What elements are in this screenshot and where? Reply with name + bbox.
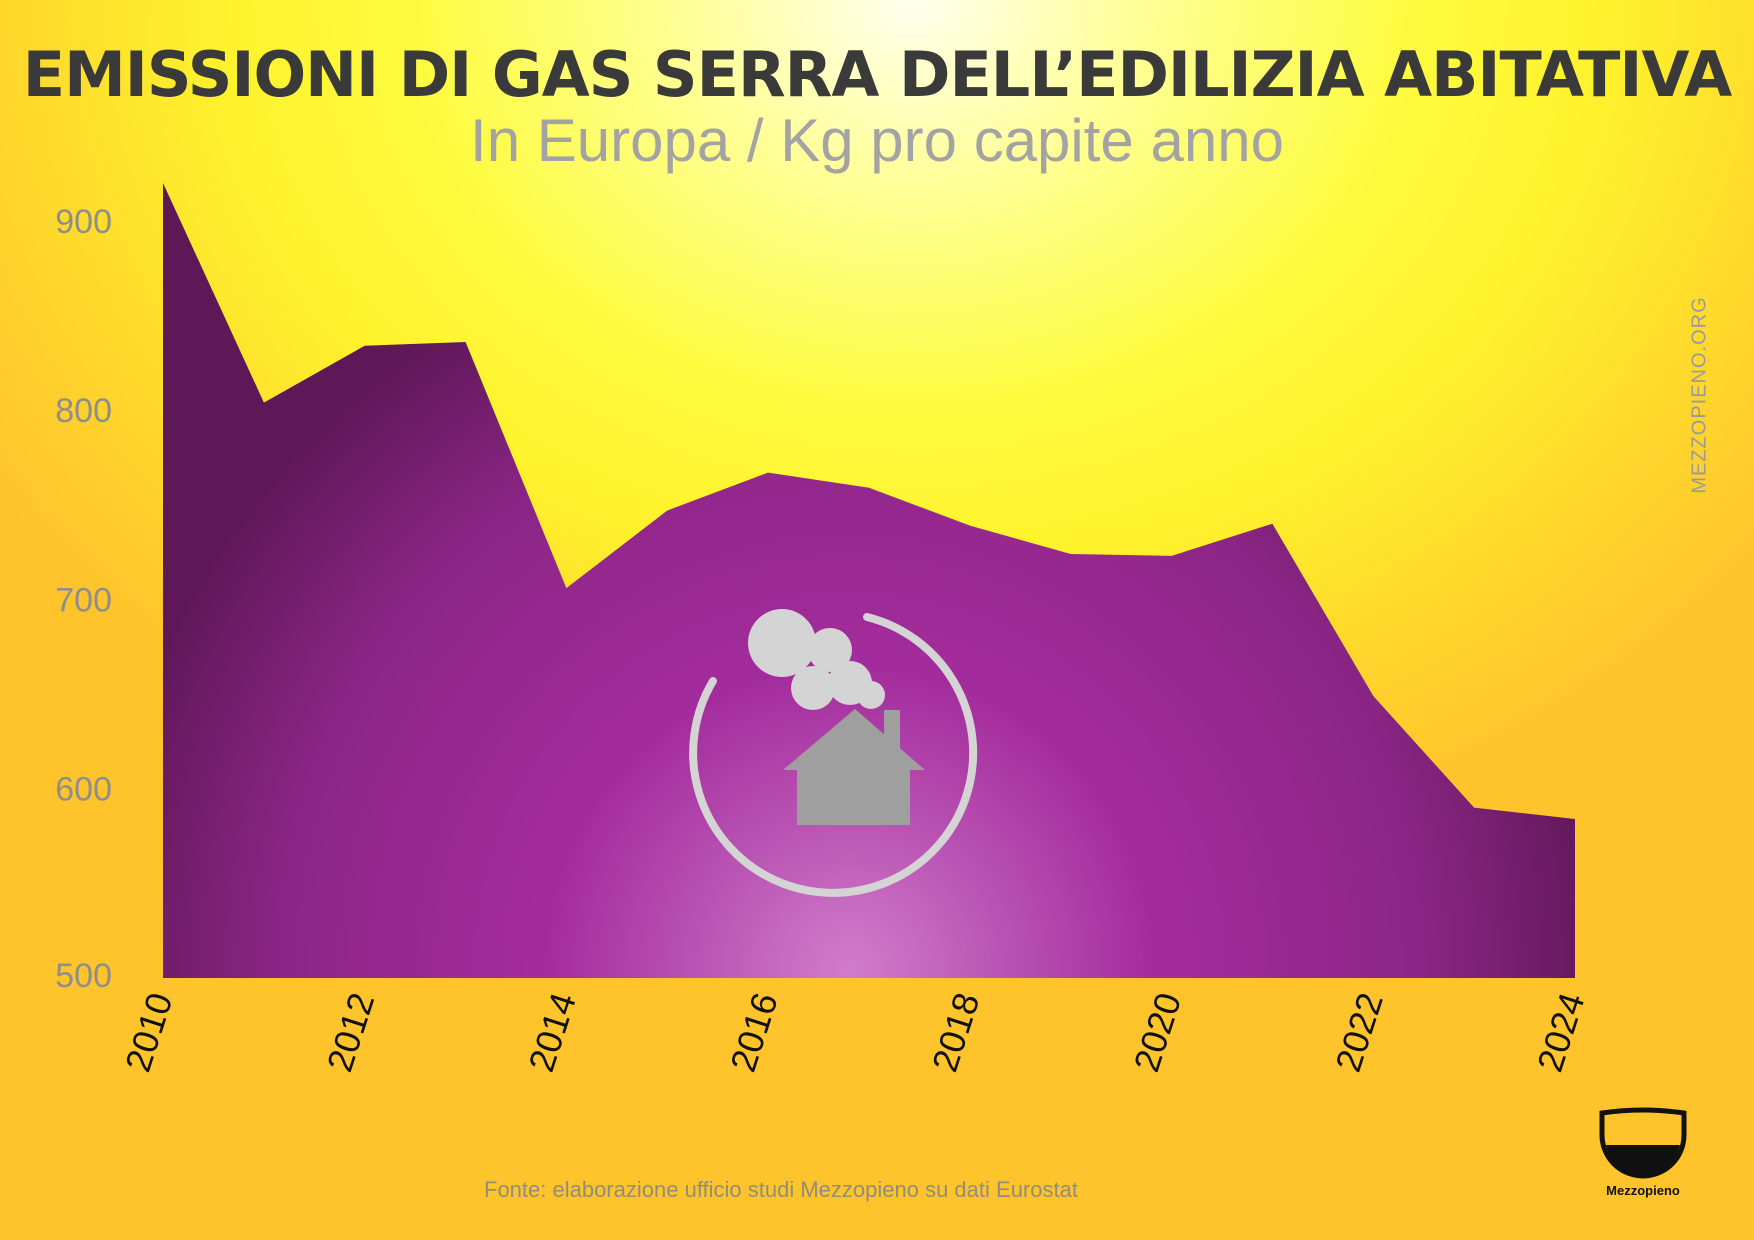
x-tick-label: 2010 — [117, 988, 181, 1077]
y-tick-label: 500 — [55, 957, 112, 995]
chart-subtitle: In Europa / Kg pro capite anno — [470, 107, 1284, 174]
smoke-puff — [791, 666, 835, 710]
source-note: Fonte: elaborazione ufficio studi Mezzop… — [484, 1177, 1078, 1202]
x-axis: 2010 2012 2014 2016 2018 2020 2022 2024 — [117, 988, 1593, 1077]
x-tick-label: 2018 — [924, 988, 988, 1077]
smoke-puff — [857, 681, 885, 709]
chart-title: EMISSIONI DI GAS SERRA DELL’EDILIZIA ABI… — [22, 38, 1733, 111]
y-tick-label: 900 — [55, 203, 112, 241]
house-with-chimney-smoke-icon — [689, 609, 978, 897]
smoke-puff — [808, 628, 852, 672]
y-axis: 500 600 700 800 900 — [55, 203, 112, 995]
x-tick-label: 2016 — [722, 988, 786, 1077]
glass-fill — [1606, 1145, 1680, 1175]
glass-outline — [1599, 1107, 1687, 1179]
y-tick-label: 700 — [55, 581, 112, 619]
circle-arc — [689, 613, 978, 897]
smoke-puff — [748, 609, 816, 677]
house-body — [797, 766, 910, 825]
logo-label: Mezzopieno — [1606, 1183, 1680, 1198]
area-series — [163, 183, 1575, 978]
x-tick-label: 2020 — [1125, 988, 1189, 1077]
y-tick-label: 600 — [55, 771, 112, 809]
x-tick-label: 2012 — [319, 988, 383, 1077]
half-full-glass-icon: Mezzopieno — [1598, 1105, 1688, 1200]
roof — [783, 709, 925, 770]
x-tick-label: 2024 — [1529, 988, 1593, 1077]
x-tick-label: 2022 — [1327, 988, 1391, 1077]
x-tick-label: 2014 — [520, 988, 584, 1077]
y-tick-label: 800 — [55, 392, 112, 430]
